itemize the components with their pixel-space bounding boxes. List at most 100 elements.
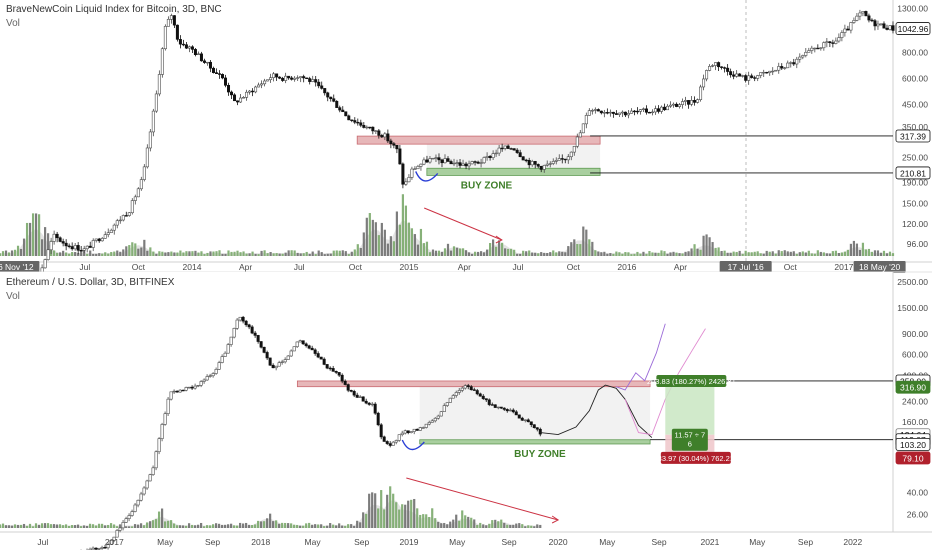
candle-body [834, 40, 838, 44]
candle-body [578, 132, 582, 138]
volume-bar [690, 248, 693, 256]
volume-bar [380, 222, 383, 256]
volume-bar [46, 523, 50, 528]
volume-bar [434, 250, 438, 256]
candle-body [463, 385, 467, 389]
volume-bar [284, 252, 287, 256]
volume-bar [744, 250, 747, 256]
volume-bar [476, 251, 480, 256]
candle-body [398, 148, 402, 165]
candle-body [109, 540, 113, 545]
top-chart-area[interactable] [0, 0, 893, 262]
volume-bar [287, 250, 290, 256]
volume-bar [738, 250, 741, 256]
candle-body [879, 23, 883, 25]
volume-bar [311, 251, 314, 256]
volume-bar [299, 525, 302, 528]
candle-body [478, 393, 482, 397]
volume-bar [266, 253, 269, 256]
candle-body [482, 157, 486, 164]
volume-bar [711, 242, 714, 256]
candle-body [644, 108, 648, 113]
volume-bar [488, 523, 491, 528]
volume-bar [729, 252, 732, 256]
bottom-chart-panel[interactable]: Ethereum / U.S. Dollar, 3D, BITFINEX Vol… [0, 271, 932, 555]
resistance-zone [356, 135, 601, 145]
candle-body [340, 374, 344, 382]
volume-bar [654, 252, 657, 256]
candle-body [861, 11, 865, 14]
volume-bar [663, 251, 666, 256]
volume-bar [172, 523, 176, 528]
volume-bar [13, 249, 17, 256]
y-tick-label: 2500.00 [897, 277, 928, 287]
volume-bar [181, 525, 185, 528]
volume-bar [419, 514, 422, 528]
candle-body [858, 12, 862, 17]
volume-bar [77, 253, 80, 256]
x-tick-label: 2017 [834, 262, 853, 272]
volume-bar [774, 253, 777, 256]
volume-bar [59, 252, 62, 256]
volume-bar [627, 252, 630, 256]
volume-bar [504, 248, 507, 256]
candle-body [520, 417, 524, 421]
candle-body [635, 110, 639, 113]
volume-bar [53, 250, 56, 256]
candle-body [452, 162, 456, 165]
volume-bar [416, 244, 420, 256]
candle-body [759, 72, 763, 76]
candle-body [169, 391, 173, 400]
volume-bar [347, 524, 350, 528]
candle-body [413, 168, 417, 170]
volume-bar [203, 526, 206, 528]
candle-body [614, 113, 618, 115]
volume-bar [133, 524, 137, 528]
volume-bar [600, 252, 603, 256]
candle-body [97, 238, 101, 242]
x-tick-label: Sep [205, 537, 220, 547]
volume-bar [407, 222, 411, 256]
candle-body [714, 62, 718, 66]
candle-body [91, 547, 95, 550]
range-box [419, 380, 651, 440]
candle-body [436, 415, 440, 419]
volume-bar [97, 523, 101, 528]
volume-bar [275, 253, 278, 256]
candle-body [481, 395, 485, 399]
volume-bar [230, 251, 233, 256]
volume-bar [467, 516, 470, 528]
candle-body [166, 398, 170, 415]
candle-body [659, 106, 663, 112]
volume-bar [816, 250, 819, 256]
volume-bar [521, 524, 524, 528]
volume-bar [16, 245, 20, 256]
top-annotation-layer: BUY ZONE [415, 135, 893, 244]
volume-bar [47, 233, 50, 256]
volume-bar [151, 520, 155, 528]
y-tick-label: 240.00 [902, 396, 928, 406]
candle-body [575, 136, 579, 147]
candle-body [708, 66, 712, 71]
buy-zone-label: BUY ZONE [461, 180, 513, 191]
volume-bar [612, 253, 615, 256]
candle-body [208, 375, 212, 377]
volume-bar [867, 248, 871, 256]
volume-bar [540, 252, 543, 256]
candle-body [91, 240, 95, 248]
volume-bar [160, 508, 164, 528]
bottom-annotation-layer: BUY ZONE 203.83 (180.27%) 2426.81 11.57 ÷ … [401, 323, 893, 524]
volume-bar [308, 522, 311, 528]
volume-bar [849, 243, 853, 256]
candle-body [711, 65, 715, 67]
candle-body [367, 402, 371, 405]
volume-bar [31, 526, 35, 528]
candle-body [326, 92, 330, 98]
candle-body [526, 419, 530, 423]
volume-bar [648, 251, 651, 256]
candle-body [867, 15, 871, 21]
candle-body [268, 357, 272, 366]
volume-bar [515, 523, 518, 528]
candle-body [214, 369, 218, 374]
candle-body [620, 111, 624, 114]
